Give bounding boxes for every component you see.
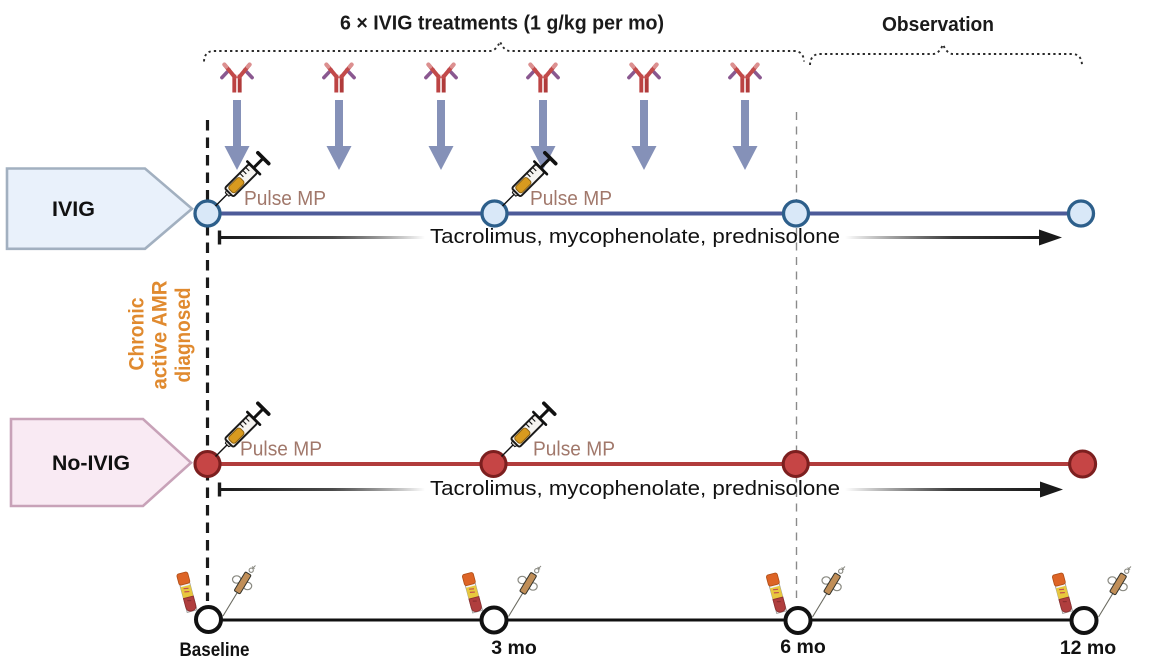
- svg-text:Pulse MP: Pulse MP: [530, 188, 612, 210]
- svg-text:IVIG: IVIG: [52, 198, 95, 221]
- svg-text:Pulse MP: Pulse MP: [240, 439, 322, 461]
- svg-text:Tacrolimus, mycophenolate, pre: Tacrolimus, mycophenolate, prednisolone: [430, 226, 840, 248]
- svg-text:Pulse MP: Pulse MP: [533, 439, 615, 461]
- svg-text:No-IVIG: No-IVIG: [52, 452, 130, 475]
- svg-text:Tacrolimus, mycophenolate, pre: Tacrolimus, mycophenolate, prednisolone: [430, 478, 840, 500]
- svg-text:Baseline: Baseline: [180, 639, 250, 661]
- svg-text:active AMR: active AMR: [148, 280, 172, 389]
- svg-text:Observation: Observation: [882, 13, 994, 36]
- svg-text:12 mo: 12 mo: [1060, 637, 1116, 659]
- svg-text:6 mo: 6 mo: [780, 636, 826, 658]
- svg-text:6 × IVIG treatments (1 g/kg pe: 6 × IVIG treatments (1 g/kg per mo): [340, 12, 664, 35]
- svg-text:Pulse MP: Pulse MP: [244, 188, 326, 210]
- svg-text:diagnosed: diagnosed: [171, 288, 195, 383]
- svg-text:Chronic: Chronic: [125, 297, 149, 370]
- svg-text:3 mo: 3 mo: [491, 637, 537, 659]
